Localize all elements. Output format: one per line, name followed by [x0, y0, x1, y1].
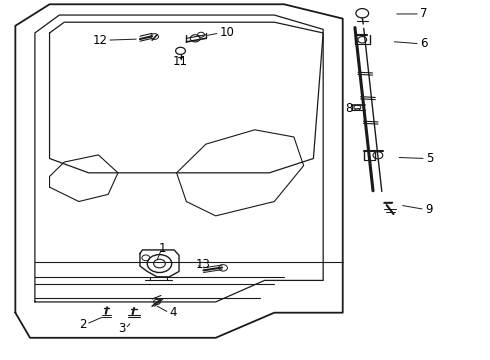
Text: 2: 2	[79, 318, 86, 331]
Text: 5: 5	[426, 152, 433, 165]
Text: 4: 4	[169, 306, 177, 319]
Text: 6: 6	[420, 37, 427, 50]
Text: 8: 8	[345, 103, 352, 116]
Text: 12: 12	[92, 33, 107, 47]
Text: 7: 7	[420, 8, 427, 21]
Text: 13: 13	[196, 258, 211, 271]
Text: 9: 9	[425, 203, 432, 216]
Text: 11: 11	[173, 55, 188, 68]
Text: 3: 3	[118, 322, 125, 335]
Text: 1: 1	[158, 242, 166, 255]
Text: 10: 10	[220, 27, 235, 40]
